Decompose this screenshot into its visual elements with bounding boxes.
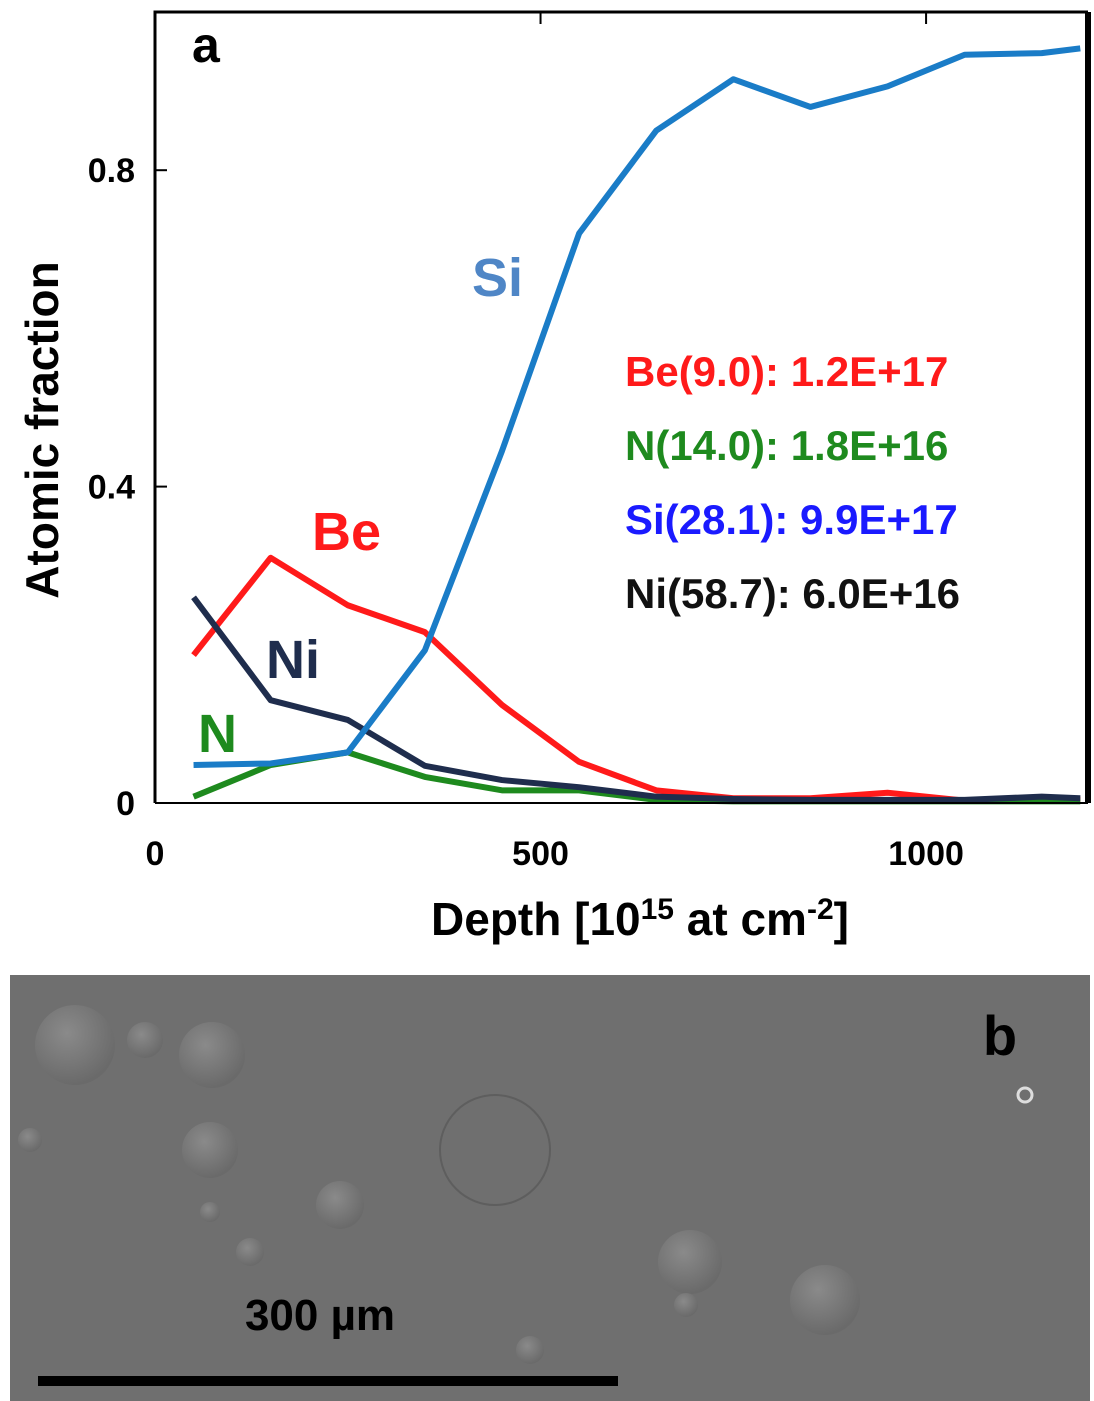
particle [516,1336,544,1364]
y-axis-label: Atomic fraction [16,261,68,598]
x-axis-label-part: 15 [641,893,674,926]
x-tick-label: 500 [512,835,569,873]
y-tick-label: 0.4 [88,469,135,507]
series-label: N [198,704,237,764]
series-label: Ni [266,630,320,690]
series-line [194,597,1081,799]
particle [127,1022,163,1058]
particle [18,1128,42,1152]
figure: 0 0.4 0.8 0 500 1000 a Atomic fraction Depth … [0,0,1094,1401]
particle [236,1238,264,1266]
x-tick-label: 0 [146,835,165,873]
annotation: Ni(58.7): 6.0E+16 [625,570,960,617]
annotation: Be(9.0): 1.2E+17 [625,348,948,395]
annotation: N(14.0): 1.8E+16 [625,422,948,469]
particle [316,1181,364,1229]
sem-image: b 300 µm [10,975,1090,1401]
series-label: Be [312,502,381,562]
series-line [194,48,1081,765]
x-tick-label: 1000 [888,835,964,873]
x-axis-label-part: ] [834,893,849,945]
annotation: Si(28.1): 9.9E+17 [625,496,958,543]
particle [200,1202,220,1222]
particle [658,1230,722,1294]
particle [674,1293,698,1317]
particle [35,1005,115,1085]
particle [179,1022,245,1088]
sem-background [10,975,1090,1401]
x-axis-label-part: Depth [10 [431,893,641,945]
x-axis-label-part: at cm [674,893,807,945]
particle [790,1265,860,1335]
x-axis-label-part: -2 [807,893,834,926]
panel-label: b [983,1004,1017,1067]
panel-label: a [192,17,221,73]
x-axis-label: Depth [1015 at cm-2] [431,893,849,946]
y-tick-label: 0 [116,785,135,823]
series-label: Si [472,248,523,308]
scale-bar-label: 300 µm [245,1291,395,1340]
particle [182,1122,238,1178]
scale-bar [38,1376,618,1386]
y-tick-label: 0.8 [88,152,135,190]
